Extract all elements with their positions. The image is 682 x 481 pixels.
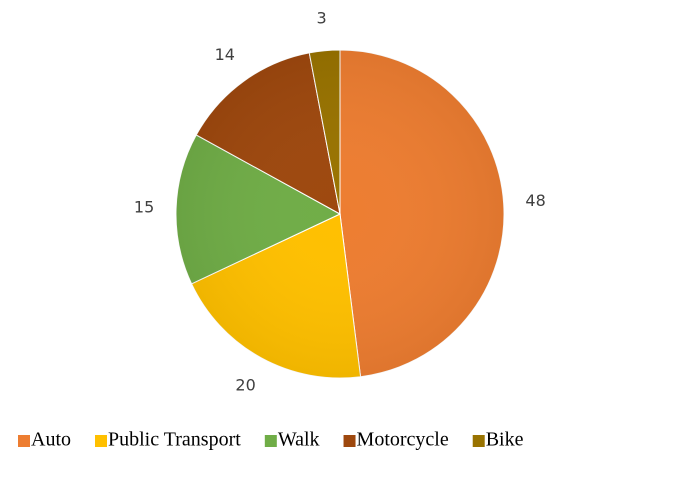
data-label: 14 <box>215 45 235 64</box>
pie: 48 20 15 14 3 <box>134 8 546 394</box>
legend: Auto Public Transport Walk Motorcycle Bike <box>18 429 524 451</box>
legend-swatch <box>343 435 356 447</box>
legend-swatch <box>95 435 107 447</box>
pie-slice <box>339 49 505 378</box>
legend-label: Motorcycle <box>357 429 449 451</box>
legend-label: Bike <box>486 429 524 451</box>
legend-label: Public Transport <box>108 429 241 451</box>
legend-swatch <box>472 435 485 447</box>
legend-swatch <box>18 435 30 447</box>
data-label: 48 <box>525 191 545 210</box>
legend-swatch <box>264 435 277 447</box>
data-label: 15 <box>134 197 154 216</box>
data-label: 3 <box>316 8 326 27</box>
legend-label: Walk <box>278 429 320 451</box>
legend-label: Auto <box>31 429 71 451</box>
data-label: 20 <box>235 375 255 394</box>
